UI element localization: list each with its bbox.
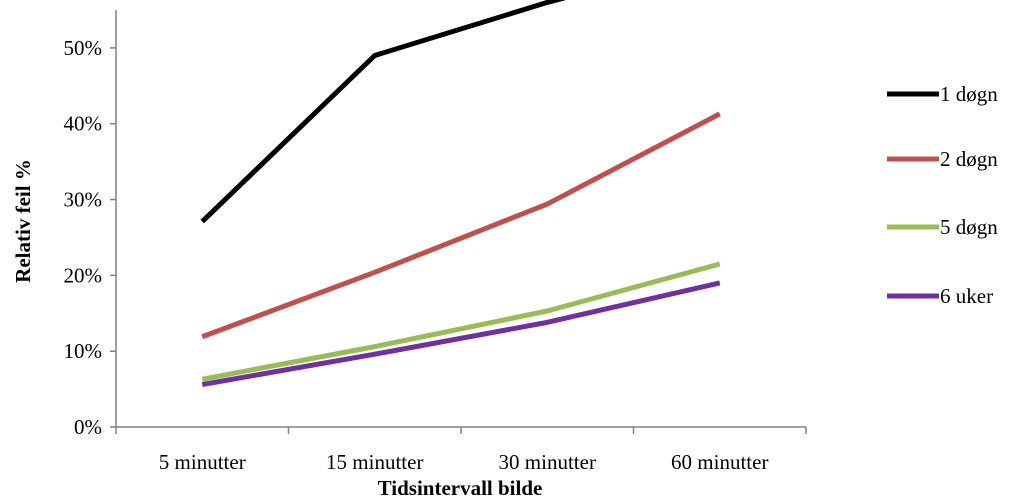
legend-item: 6 uker xyxy=(887,284,993,308)
legend-label: 5 døgn xyxy=(940,215,998,239)
y-tick-label: 20% xyxy=(64,263,103,287)
y-tick-label: 30% xyxy=(64,188,103,212)
y-axis-title: Relativ feil % xyxy=(11,159,35,283)
x-tick-label: 60 minutter xyxy=(671,450,768,474)
y-tick-label: 50% xyxy=(64,36,103,60)
y-tick-label: 40% xyxy=(64,112,103,136)
axes: 0% 10% 20% 30% 40% 50% 5 minutter 15 minutter 30… xyxy=(64,10,807,474)
x-tick-label: 30 minutter xyxy=(499,450,596,474)
series-line-2 xyxy=(201,111,721,340)
legend-label: 6 uker xyxy=(940,284,993,308)
legend-item: 5 døgn xyxy=(887,215,998,239)
legend-label: 2 døgn xyxy=(940,147,998,171)
series-line-1 xyxy=(200,0,567,224)
x-axis-title: Tidsintervall bilde xyxy=(378,476,543,497)
y-tick-label: 10% xyxy=(64,339,103,363)
x-tick-label: 5 minutter xyxy=(159,450,246,474)
x-tick-label: 15 minutter xyxy=(326,450,423,474)
series-line-3 xyxy=(201,261,721,382)
legend-item: 1 døgn xyxy=(887,82,998,106)
series-line-4 xyxy=(201,280,721,388)
legend-item: 2 døgn xyxy=(887,147,998,171)
legend: 1 døgn 2 døgn 5 døgn 6 uker xyxy=(887,82,998,308)
series-layer xyxy=(200,0,721,388)
legend-label: 1 døgn xyxy=(940,82,998,106)
y-tick-label: 0% xyxy=(74,415,102,439)
